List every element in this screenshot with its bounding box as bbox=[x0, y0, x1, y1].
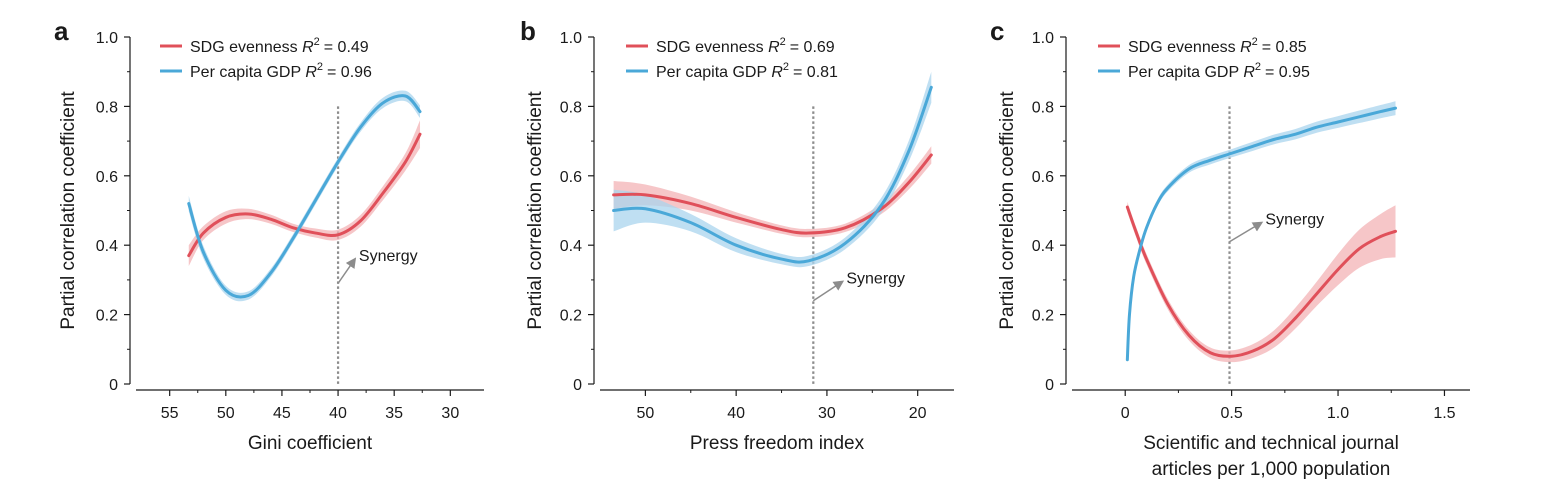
legend-r2-value: = 0.96 bbox=[327, 64, 372, 81]
synergy-arrow bbox=[812, 280, 845, 302]
legend-r2-value: = 0.49 bbox=[324, 39, 369, 56]
y-tick-label: 0 bbox=[109, 377, 118, 394]
x-axis-title: Press freedom index bbox=[690, 433, 865, 454]
gdp-series-line bbox=[612, 85, 933, 264]
gdp-legend-label: Per capita GDP R2 = 0.81 bbox=[656, 61, 838, 81]
sdg-legend-label: SDG evenness R2 = 0.49 bbox=[190, 36, 369, 56]
y-tick-label: 0.2 bbox=[96, 308, 118, 325]
gdp-series-line bbox=[187, 94, 422, 299]
legend-superscript: 2 bbox=[317, 61, 323, 73]
legend-series-name: SDG evenness bbox=[1128, 39, 1240, 56]
legend-series-name: Per capita GDP bbox=[1128, 64, 1243, 81]
sdg-legend-label: SDG evenness R2 = 0.69 bbox=[656, 36, 835, 56]
legend-r2-value: = 0.81 bbox=[793, 64, 838, 81]
synergy-label: Synergy bbox=[846, 271, 905, 288]
x-tick-label: 1.5 bbox=[1433, 405, 1455, 422]
x-tick-label: 45 bbox=[273, 405, 291, 422]
legend-r-symbol: R bbox=[1243, 64, 1255, 81]
sdg-series-line bbox=[612, 153, 933, 235]
y-axis-title: Partial correlation coefficient bbox=[58, 91, 79, 330]
legend-superscript: 2 bbox=[314, 36, 320, 48]
y-tick-label: 0.2 bbox=[1032, 308, 1054, 325]
panel-b: b 0 0.2 0.4 0.6 0.8 1.0 50 40 30 20 Partial correla… bbox=[520, 16, 954, 454]
gdp-legend-label: Per capita GDP R2 = 0.95 bbox=[1128, 61, 1310, 81]
legend-series-name: Per capita GDP bbox=[656, 64, 771, 81]
panel-letter: a bbox=[54, 16, 69, 46]
x-axis-title: articles per 1,000 population bbox=[1152, 459, 1391, 480]
legend-r2-value: = 0.85 bbox=[1262, 39, 1307, 56]
gdp-confidence-band bbox=[613, 71, 932, 268]
x-tick-label: 0.5 bbox=[1221, 405, 1243, 422]
y-tick-label: 0.8 bbox=[96, 99, 118, 116]
y-axis-title: Partial correlation coefficient bbox=[525, 91, 546, 330]
gdp-confidence-band bbox=[1127, 101, 1396, 364]
y-tick-label: 0 bbox=[1045, 377, 1054, 394]
synergy-label: Synergy bbox=[359, 248, 418, 265]
x-tick-label: 55 bbox=[161, 405, 179, 422]
y-axis-title: Partial correlation coefficient bbox=[997, 91, 1018, 330]
legend-r-symbol: R bbox=[771, 64, 783, 81]
y-tick-label: 0.4 bbox=[1032, 238, 1054, 255]
x-tick-label: 30 bbox=[818, 405, 836, 422]
y-tick-label: 0.6 bbox=[96, 169, 118, 186]
x-tick-label: 35 bbox=[385, 405, 403, 422]
y-tick-label: 0.6 bbox=[560, 169, 582, 186]
x-axis-title: Scientific and technical journal bbox=[1143, 433, 1399, 454]
sdg-confidence-band bbox=[1127, 201, 1396, 363]
legend-r-symbol: R bbox=[1240, 39, 1252, 56]
legend-superscript: 2 bbox=[1252, 36, 1258, 48]
y-tick-label: 1.0 bbox=[560, 30, 582, 47]
y-tick-label: 0.4 bbox=[560, 238, 582, 255]
sdg-series-line bbox=[187, 132, 422, 258]
y-tick-label: 0.6 bbox=[1032, 169, 1054, 186]
legend-series-name: SDG evenness bbox=[190, 39, 302, 56]
panel-a: a 0 0.2 0.4 0.6 0.8 1.0 55 50 45 40 35 30 Partial cor… bbox=[54, 16, 484, 454]
y-tick-label: 1.0 bbox=[96, 30, 118, 47]
x-tick-label: 50 bbox=[217, 405, 235, 422]
legend-r-symbol: R bbox=[305, 64, 317, 81]
x-tick-label: 20 bbox=[909, 405, 927, 422]
legend-r2-value: = 0.95 bbox=[1265, 64, 1310, 81]
legend-series-name: SDG evenness bbox=[656, 39, 768, 56]
y-tick-label: 0.2 bbox=[560, 308, 582, 325]
x-tick-label: 0 bbox=[1121, 405, 1130, 422]
legend-r-symbol: R bbox=[768, 39, 780, 56]
y-tick-label: 1.0 bbox=[1032, 30, 1054, 47]
legend-r-symbol: R bbox=[302, 39, 314, 56]
legend-series-name: Per capita GDP bbox=[190, 64, 305, 81]
y-tick-label: 0.4 bbox=[96, 238, 118, 255]
x-tick-label: 1.0 bbox=[1327, 405, 1349, 422]
x-tick-label: 50 bbox=[636, 405, 654, 422]
legend-superscript: 2 bbox=[783, 61, 789, 73]
gdp-legend-label: Per capita GDP R2 = 0.96 bbox=[190, 61, 372, 81]
gdp-series-line bbox=[1125, 106, 1398, 362]
sdg-legend-label: SDG evenness R2 = 0.85 bbox=[1128, 36, 1307, 56]
sdg-series-line bbox=[1125, 205, 1398, 358]
panel-letter: c bbox=[990, 16, 1004, 46]
y-tick-label: 0 bbox=[573, 377, 582, 394]
legend-superscript: 2 bbox=[780, 36, 786, 48]
x-tick-label: 30 bbox=[441, 405, 459, 422]
synergy-arrow bbox=[337, 257, 357, 284]
sdg-confidence-band bbox=[188, 120, 421, 267]
y-tick-label: 0.8 bbox=[1032, 99, 1054, 116]
x-tick-label: 40 bbox=[329, 405, 347, 422]
legend-r2-value: = 0.69 bbox=[790, 39, 835, 56]
synergy-label: Synergy bbox=[1265, 212, 1324, 229]
panel-c: c 0 0.2 0.4 0.6 0.8 1.0 0 0.5 1.0 1.5 Partial corre… bbox=[990, 16, 1470, 480]
x-tick-label: 40 bbox=[727, 405, 745, 422]
legend-superscript: 2 bbox=[1255, 61, 1261, 73]
x-axis-title: Gini coefficient bbox=[248, 433, 373, 454]
synergy-arrow bbox=[1229, 221, 1264, 243]
y-tick-label: 0.8 bbox=[560, 99, 582, 116]
panel-letter: b bbox=[520, 16, 536, 46]
